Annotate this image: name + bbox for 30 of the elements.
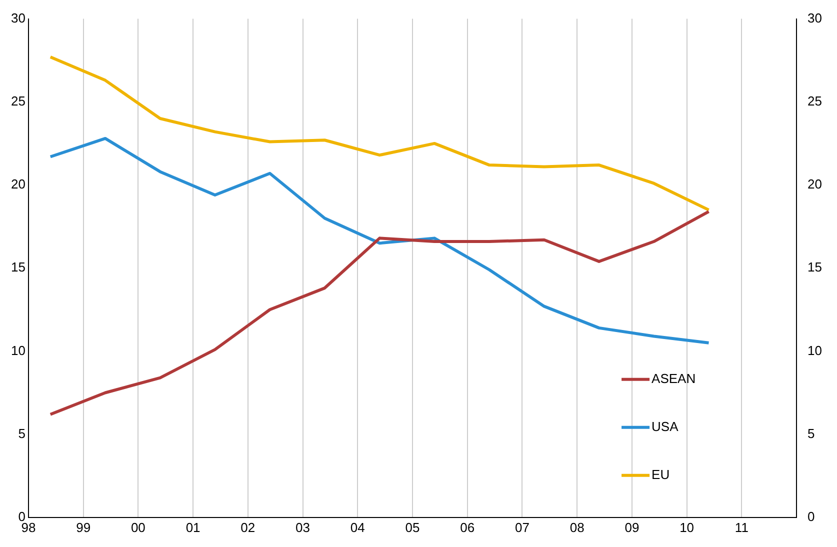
y-tick-label: 30: [10, 10, 26, 26]
y-tick-label: 0: [18, 508, 26, 524]
y2-tick-label: 10: [808, 342, 822, 358]
x-tick-label: 08: [570, 520, 584, 535]
x-tick-label: 03: [296, 520, 310, 535]
x-tick-label: 00: [130, 520, 146, 535]
y-tick-label: 15: [10, 260, 26, 275]
y-tick-label: 25: [10, 93, 26, 108]
y2-tick-label: 20: [808, 176, 822, 192]
x-tick-label: 02: [240, 520, 256, 535]
y-tick-label: 20: [10, 176, 26, 192]
legend-label: EU: [652, 466, 670, 482]
legend-label: USA: [652, 418, 679, 434]
y2-tick-label: 25: [808, 93, 822, 108]
y2-tick-label: 30: [808, 10, 822, 26]
x-tick-label: 10: [680, 520, 694, 535]
x-tick-label: 04: [350, 520, 365, 535]
legend-label: ASEAN: [652, 370, 696, 386]
x-tick-label: 01: [186, 520, 200, 535]
y-tick-label: 5: [18, 426, 26, 441]
y2-tick-label: 5: [808, 426, 815, 441]
x-tick-label: 06: [460, 520, 475, 535]
x-tick-label: 07: [514, 520, 530, 535]
y-tick-label: 10: [10, 342, 26, 358]
y2-tick-label: 15: [808, 260, 822, 275]
x-tick-label: 05: [405, 520, 420, 535]
y2-tick-label: 0: [808, 508, 815, 524]
x-tick-label: 99: [76, 520, 91, 535]
x-tick-label: 09: [624, 520, 640, 535]
x-tick-label: 11: [734, 520, 748, 535]
